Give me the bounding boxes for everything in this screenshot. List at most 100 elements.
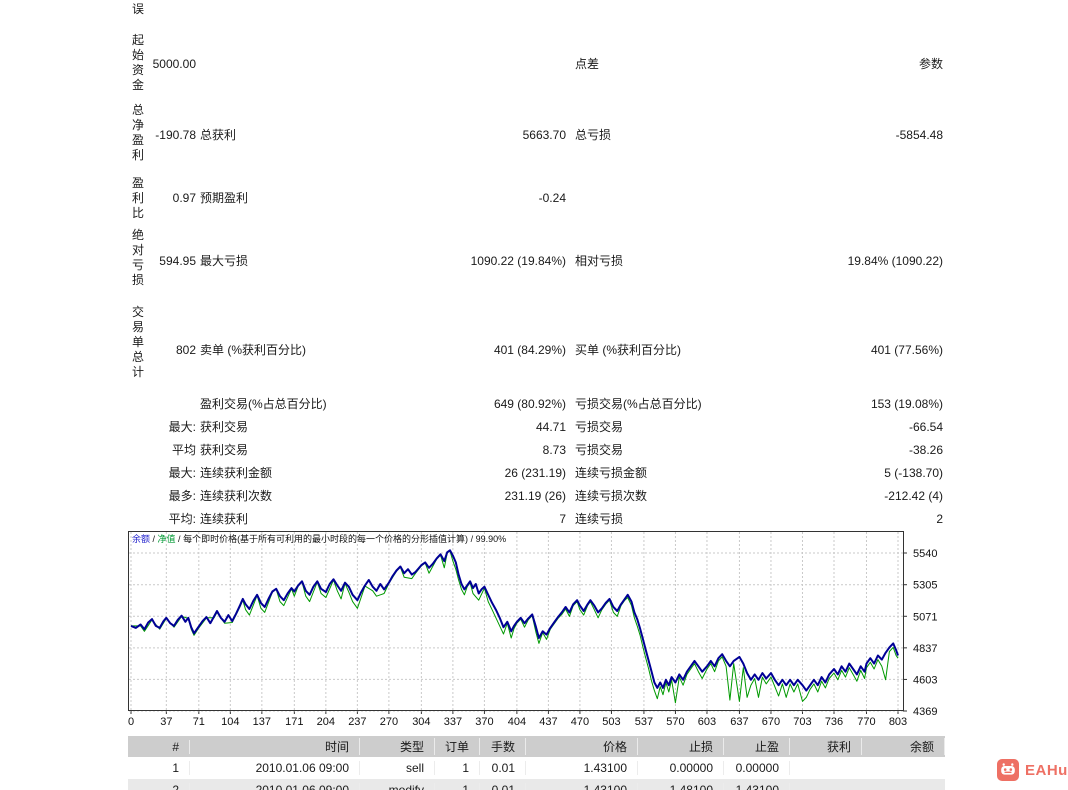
- x-axis-tick-label: 104: [221, 716, 239, 728]
- legend-balance-label: 余额: [132, 534, 151, 544]
- section-label: 总 净 盈 利: [131, 103, 144, 162]
- stat-value-1: 5000.00: [152, 57, 196, 71]
- table-cell: 1: [435, 761, 480, 775]
- x-axis-tick-label: 437: [539, 716, 557, 728]
- table-row: 2 2010.01.06 09:00 modify 1 0.01 1.43100 1.481…: [128, 779, 945, 790]
- x-axis-tick-label: 270: [380, 716, 398, 728]
- stats-row: 最大: 连续获利金额 26 (231.19) 连续亏损金额 5 (-138.70): [0, 465, 1068, 481]
- x-axis-tick-label: 770: [857, 716, 875, 728]
- stat-value-2: 7: [559, 512, 566, 526]
- stat-label-2: 总亏损: [575, 128, 612, 142]
- stat-label-1: 连续获利金额: [200, 466, 273, 480]
- eahub-label: EAHub: [1025, 761, 1068, 779]
- stat-label-2: 相对亏损: [575, 254, 624, 268]
- stat-value-2: 1090.22 (19.84%): [470, 254, 566, 268]
- column-header: 获利: [790, 738, 862, 755]
- x-axis-tick-label: 0: [128, 716, 134, 728]
- balance-equity-chart: 0 37 71 104 137 171 204 237 270 304 337 370 404 437 47…: [128, 531, 945, 731]
- column-header: #: [128, 739, 190, 754]
- column-header: 时间: [190, 738, 360, 755]
- y-axis-tick-label: 4837: [913, 643, 937, 655]
- table-row: 1 2010.01.06 09:00 sell 1 0.01 1.43100 0.00000…: [128, 757, 945, 779]
- stat-label-2: 买单 (%获利百分比): [575, 343, 681, 357]
- stat-label-2: 连续亏损: [575, 512, 624, 526]
- stat-label-2: 亏损交易: [575, 443, 624, 457]
- x-axis-tick-label: 137: [253, 716, 271, 728]
- stat-value-3: -5854.48: [895, 128, 943, 142]
- stat-label-2: 连续亏损次数: [575, 489, 648, 503]
- table-cell: 1: [128, 761, 190, 775]
- table-cell: 1.48100: [638, 783, 724, 790]
- stat-value-1: 0.97: [172, 191, 196, 205]
- x-axis-tick-label: 204: [317, 716, 335, 728]
- stat-value-2: 649 (80.92%): [493, 397, 566, 411]
- stat-label-2: 点差: [575, 57, 600, 71]
- x-axis-tick-label: 237: [348, 716, 366, 728]
- stat-value-2: 231.19 (26): [504, 489, 566, 503]
- x-axis-tick-label: 370: [475, 716, 493, 728]
- eahub-branding[interactable]: EAHub: [997, 759, 1068, 781]
- table-cell: 0.01: [480, 761, 526, 775]
- stat-value-1: -190.78: [155, 128, 196, 142]
- stat-label-1: 卖单 (%获利百分比): [200, 343, 306, 357]
- stat-value-1: [40, 396, 196, 412]
- stat-value-2: 26 (231.19): [504, 466, 566, 480]
- y-axis-tick-label: 5540: [913, 548, 937, 560]
- y-axis-tick-label: 4369: [913, 706, 937, 718]
- table-header-row: # 时间 类型 订单 手数 价格 止损 止盈 获利 余额: [128, 736, 945, 757]
- stat-value-2: 8.73: [542, 443, 566, 457]
- y-axis-tick-label: 4603: [913, 674, 937, 686]
- y-axis-tick-label: 5071: [913, 611, 937, 623]
- table-cell: 2: [128, 783, 190, 790]
- column-header: 价格: [526, 738, 638, 755]
- stat-value-3: 参数: [918, 57, 943, 71]
- column-header: 订单: [435, 738, 480, 755]
- stat-value-3: 401 (77.56%): [870, 343, 943, 357]
- table-cell: 2010.01.06 09:00: [190, 783, 360, 790]
- table-cell: 0.00000: [724, 761, 790, 775]
- legend-separator: /: [150, 534, 158, 544]
- stat-value-1: 594.95: [159, 254, 196, 268]
- section-label: 盈 利 比: [131, 176, 144, 220]
- stat-label-2: 连续亏损金额: [575, 466, 648, 480]
- stats-row: 平均: 连续获利 7 连续亏损 2: [0, 511, 1068, 527]
- column-header: 手数: [480, 738, 526, 755]
- stats-row: 0.97 预期盈利 -0.24: [0, 190, 1068, 206]
- stats-row: 平均 获利交易 8.73 亏损交易 -38.26: [0, 442, 1068, 458]
- stat-value-3: -38.26: [908, 443, 943, 457]
- x-axis-tick-label: 171: [285, 716, 303, 728]
- stats-row: 最多: 连续获利次数 231.19 (26) 连续亏损次数 -212.42 (4): [0, 488, 1068, 504]
- table-cell: modify: [360, 783, 435, 790]
- stat-value-3: [750, 190, 943, 206]
- stat-value-1: 平均:: [168, 512, 196, 526]
- stat-value-3: 153 (19.08%): [870, 397, 943, 411]
- stat-label-1: 盈利交易(%占总百分比): [200, 397, 327, 411]
- stats-row: 594.95 最大亏损 1090.22 (19.84%) 相对亏损 19.84% (10…: [0, 253, 1068, 269]
- stats-row: 5000.00 点差 参数: [0, 56, 1068, 72]
- stat-value-3: -212.42 (4): [884, 489, 943, 503]
- stat-label-2: 亏损交易: [575, 420, 624, 434]
- stat-value-2: -0.24: [538, 191, 566, 205]
- table-cell: 2010.01.06 09:00: [190, 761, 360, 775]
- x-axis-tick-label: 304: [412, 716, 430, 728]
- x-axis-tick-label: 603: [698, 716, 716, 728]
- table-cell: 0.01: [480, 783, 526, 790]
- table-cell: sell: [360, 761, 435, 775]
- x-axis-tick-label: 670: [762, 716, 780, 728]
- table-cell: 0.00000: [638, 761, 724, 775]
- section-label: 误: [131, 2, 144, 16]
- x-axis-tick-label: 404: [508, 716, 526, 728]
- stat-value-2: 44.71: [535, 420, 566, 434]
- stat-value-3: -66.54: [908, 420, 943, 434]
- column-header: 余额: [862, 738, 945, 755]
- stat-value-2: 5663.70: [522, 128, 566, 142]
- stat-value-3: 2: [936, 512, 943, 526]
- stat-value-1: 802: [175, 343, 196, 357]
- y-axis-tick-label: 5305: [913, 580, 937, 592]
- stat-value-1: 最多:: [168, 489, 196, 503]
- legend-separator: /: [175, 534, 184, 544]
- stat-label-1: 最大亏损: [200, 254, 249, 268]
- stat-value-1: 最大:: [168, 466, 196, 480]
- balance-line: [130, 549, 899, 692]
